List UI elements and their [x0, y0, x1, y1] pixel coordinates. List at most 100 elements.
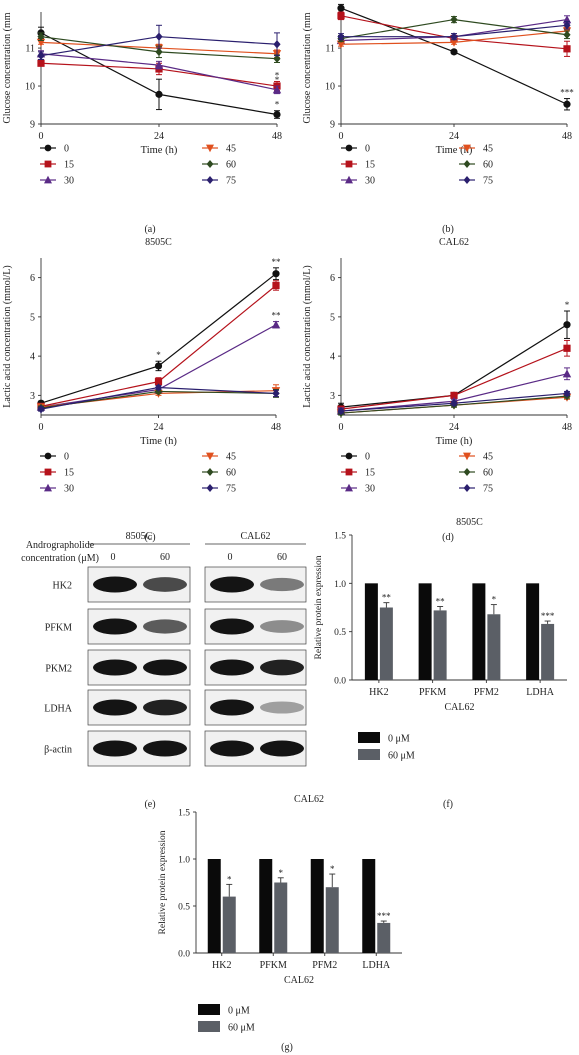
legend-marker	[206, 176, 214, 184]
blot-strip	[204, 689, 307, 726]
legend-item-60: 60	[459, 160, 493, 171]
y-axis-label: Lactic acid concentration (mmol/L)	[302, 265, 313, 407]
legend-label: 75	[483, 484, 493, 495]
x-tick-label: PFM2	[474, 687, 499, 698]
blot-band	[143, 740, 187, 757]
significance-mark: *	[275, 75, 280, 85]
data-point	[563, 344, 571, 352]
legend-label: 75	[483, 176, 493, 187]
x-tick-label: 0	[39, 131, 44, 142]
legend: 0 15 30 45 60 75	[40, 144, 236, 187]
significance-mark: ***	[541, 611, 555, 621]
chart-title: 8505C	[456, 517, 483, 528]
legend-label: 45	[226, 144, 236, 155]
y-tick-label: 1.5	[334, 532, 346, 542]
legend-marker	[44, 144, 52, 152]
data-point	[563, 100, 571, 108]
bar-group-PFM2: * PFM2	[310, 859, 339, 971]
data-point	[337, 406, 345, 416]
legend-label: 30	[64, 484, 74, 495]
y-tick-label: 0.5	[334, 628, 346, 638]
legend-label: 15	[64, 468, 74, 479]
x-tick-label: LDHA	[526, 687, 555, 698]
legend-marker	[345, 160, 353, 168]
significance-mark: **	[272, 311, 282, 321]
legend-marker	[44, 175, 52, 184]
significance-mark: **	[382, 593, 392, 603]
blot-lane-label: 60	[160, 552, 170, 563]
plot-area: *****	[36, 257, 282, 414]
legend-item-75: 75	[459, 176, 493, 187]
legend-item-30: 30	[40, 176, 74, 187]
legend-item-45: 45	[459, 452, 493, 463]
data-point	[563, 45, 571, 53]
legend-marker	[345, 144, 353, 152]
blot-lane-label: 0	[228, 552, 233, 563]
y-tick-label: 6	[30, 273, 35, 284]
legend-label: 60	[226, 160, 236, 171]
data-point	[272, 389, 280, 398]
bar-group-HK2: * HK2	[207, 859, 236, 971]
data-point	[562, 369, 572, 378]
data-point	[563, 21, 571, 30]
y-tick-label: 6	[330, 273, 335, 284]
legend-label: 60 μM	[228, 1023, 255, 1034]
y-tick-label: 10	[325, 82, 335, 93]
bar-group-LDHA: *** LDHA	[362, 859, 391, 971]
panel-label-g: (g)	[281, 1042, 293, 1053]
blot-band	[143, 577, 187, 592]
blot-band	[210, 659, 254, 676]
bar-group-PFM2: * PFM2	[472, 583, 501, 698]
data-point	[337, 12, 345, 20]
line-chart-a: 9 10 11 0 24 48 Time (h) Glucose concentration …	[2, 12, 282, 156]
legend-item-0: 0	[40, 452, 69, 463]
y-tick-label: 10	[25, 82, 35, 93]
blot-strip	[204, 566, 307, 603]
legend-marker	[44, 452, 52, 460]
legend-item-15: 15	[341, 160, 375, 171]
legend-label: 15	[365, 468, 375, 479]
series-75	[37, 24, 281, 60]
x-tick-label: 24	[154, 131, 164, 142]
legend-item-45: 45	[459, 144, 493, 155]
legend-item-60: 60	[202, 160, 236, 171]
series-0: ****	[337, 3, 574, 111]
significance-mark: **	[272, 257, 282, 267]
blot-row-label: LDHA	[44, 704, 73, 715]
legend-item-0: 0	[40, 144, 69, 155]
blot-strip	[204, 730, 307, 767]
blot-band	[260, 659, 304, 676]
blot-band	[93, 740, 137, 757]
x-tick-label: 48	[272, 131, 282, 142]
y-tick-label: 4	[30, 352, 35, 363]
legend-label: 45	[483, 144, 493, 155]
y-axis-label: Glucose concentration (mm	[2, 12, 13, 123]
blot-row-label: HK2	[53, 581, 72, 592]
data-point	[37, 59, 45, 67]
x-axis-label: Time (h)	[436, 436, 473, 447]
chart-title: CAL62	[439, 237, 469, 248]
data-point	[336, 40, 346, 49]
bar	[487, 614, 501, 680]
legend-marker	[206, 452, 214, 461]
legend-item-60: 60	[459, 468, 493, 479]
x-tick-label: PFKM	[260, 960, 287, 971]
legend-marker	[206, 484, 214, 492]
significance-mark: *	[156, 350, 161, 360]
data-point	[449, 38, 459, 47]
significance-mark: *	[275, 100, 280, 110]
significance-mark: ***	[560, 88, 574, 98]
y-tick-label: 3	[330, 391, 335, 402]
blot-header-label: concentration (μM)	[21, 553, 99, 564]
blot-band	[143, 619, 187, 634]
blot-band	[210, 740, 254, 757]
panel-label-d: (d)	[442, 532, 454, 543]
data-point	[37, 32, 45, 41]
bar-chart-f: 8505C 0.0 0.5 1.0 1.5 Relative protein expres…	[314, 517, 567, 762]
x-axis-label: Time (h)	[141, 145, 178, 156]
significance-mark: **	[436, 597, 446, 607]
plot-area: ***	[36, 24, 282, 119]
x-tick-label: 24	[449, 131, 459, 142]
chart-title: 8505C	[145, 237, 172, 248]
legend-item-45: 45	[202, 452, 236, 463]
